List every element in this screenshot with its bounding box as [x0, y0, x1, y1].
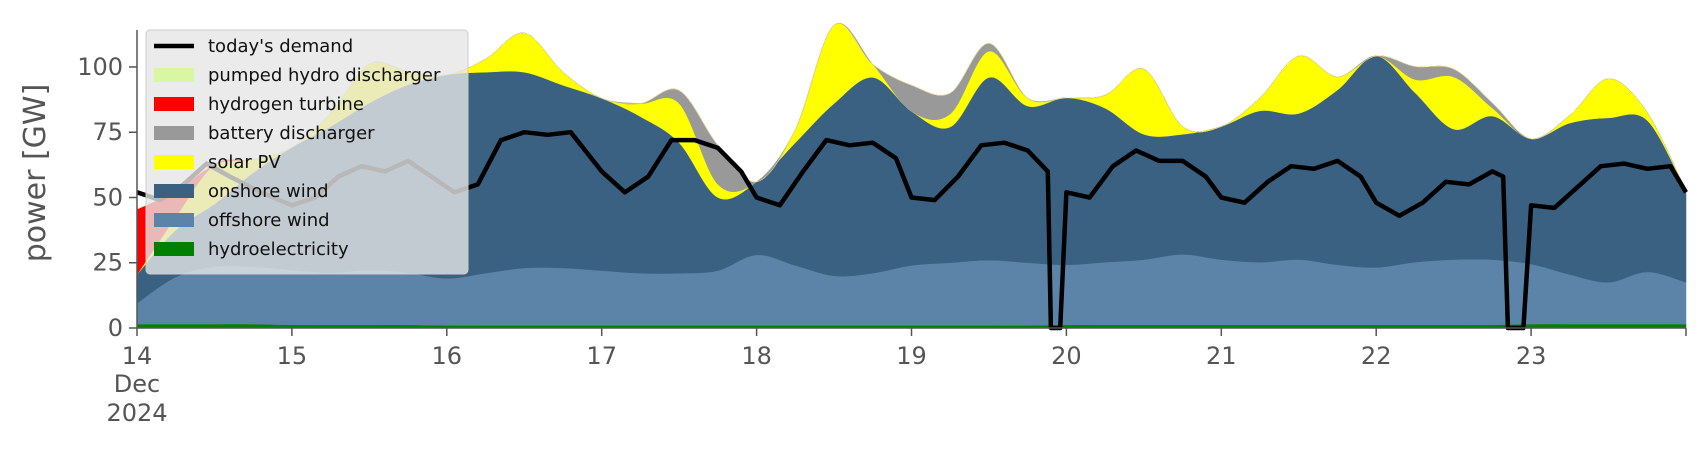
legend-box: [145, 29, 469, 275]
legend-swatch-onshore-wind: [154, 184, 194, 198]
y-tick-label: 75: [92, 118, 123, 146]
legend: today's demand pumped hydro discharger hyd…: [145, 29, 469, 275]
x-tick-label: 22: [1361, 342, 1392, 370]
x-tick-label: 21: [1206, 342, 1237, 370]
legend-swatch-hydrogen-turbine: [154, 97, 194, 111]
legend-swatch-offshore-wind: [154, 213, 194, 227]
y-tick-label: 0: [108, 314, 123, 342]
x-tick-label: 18: [741, 342, 772, 370]
legend-swatch-pumped-hydro-discharger: [154, 68, 194, 82]
x-tick-label: 19: [896, 342, 927, 370]
legend-swatch-solar-pv: [154, 155, 194, 169]
x-tick-label: 16: [432, 342, 463, 370]
x-tick-label: 15: [277, 342, 308, 370]
x-tick-label: 17: [586, 342, 617, 370]
legend-swatch-battery-discharger: [154, 126, 194, 140]
y-tick-label: 50: [92, 183, 123, 211]
x-tick-month: Dec: [114, 370, 160, 398]
x-tick-label: 14: [122, 342, 153, 370]
x-tick-label: 20: [1051, 342, 1082, 370]
legend-label-today-s-demand: today's demand: [208, 36, 353, 57]
legend-swatch-hydroelectricity: [154, 242, 194, 256]
legend-label-offshore-wind: offshore wind: [208, 210, 330, 231]
x-tick-year: 2024: [106, 399, 167, 427]
legend-label-battery-discharger: battery discharger: [208, 123, 375, 144]
y-axis-label: power [GW]: [18, 84, 53, 263]
legend-label-hydroelectricity: hydroelectricity: [208, 239, 349, 260]
legend-label-hydrogen-turbine: hydrogen turbine: [208, 94, 364, 115]
legend-label-pumped-hydro-discharger: pumped hydro discharger: [208, 65, 441, 86]
legend-label-onshore-wind: onshore wind: [208, 181, 329, 202]
x-tick-label: 23: [1516, 342, 1547, 370]
legend-label-solar-pv: solar PV: [208, 152, 281, 173]
y-tick-label: 100: [77, 53, 123, 81]
stacked-areas: [136, 22, 1687, 329]
y-tick-label: 25: [92, 249, 123, 277]
